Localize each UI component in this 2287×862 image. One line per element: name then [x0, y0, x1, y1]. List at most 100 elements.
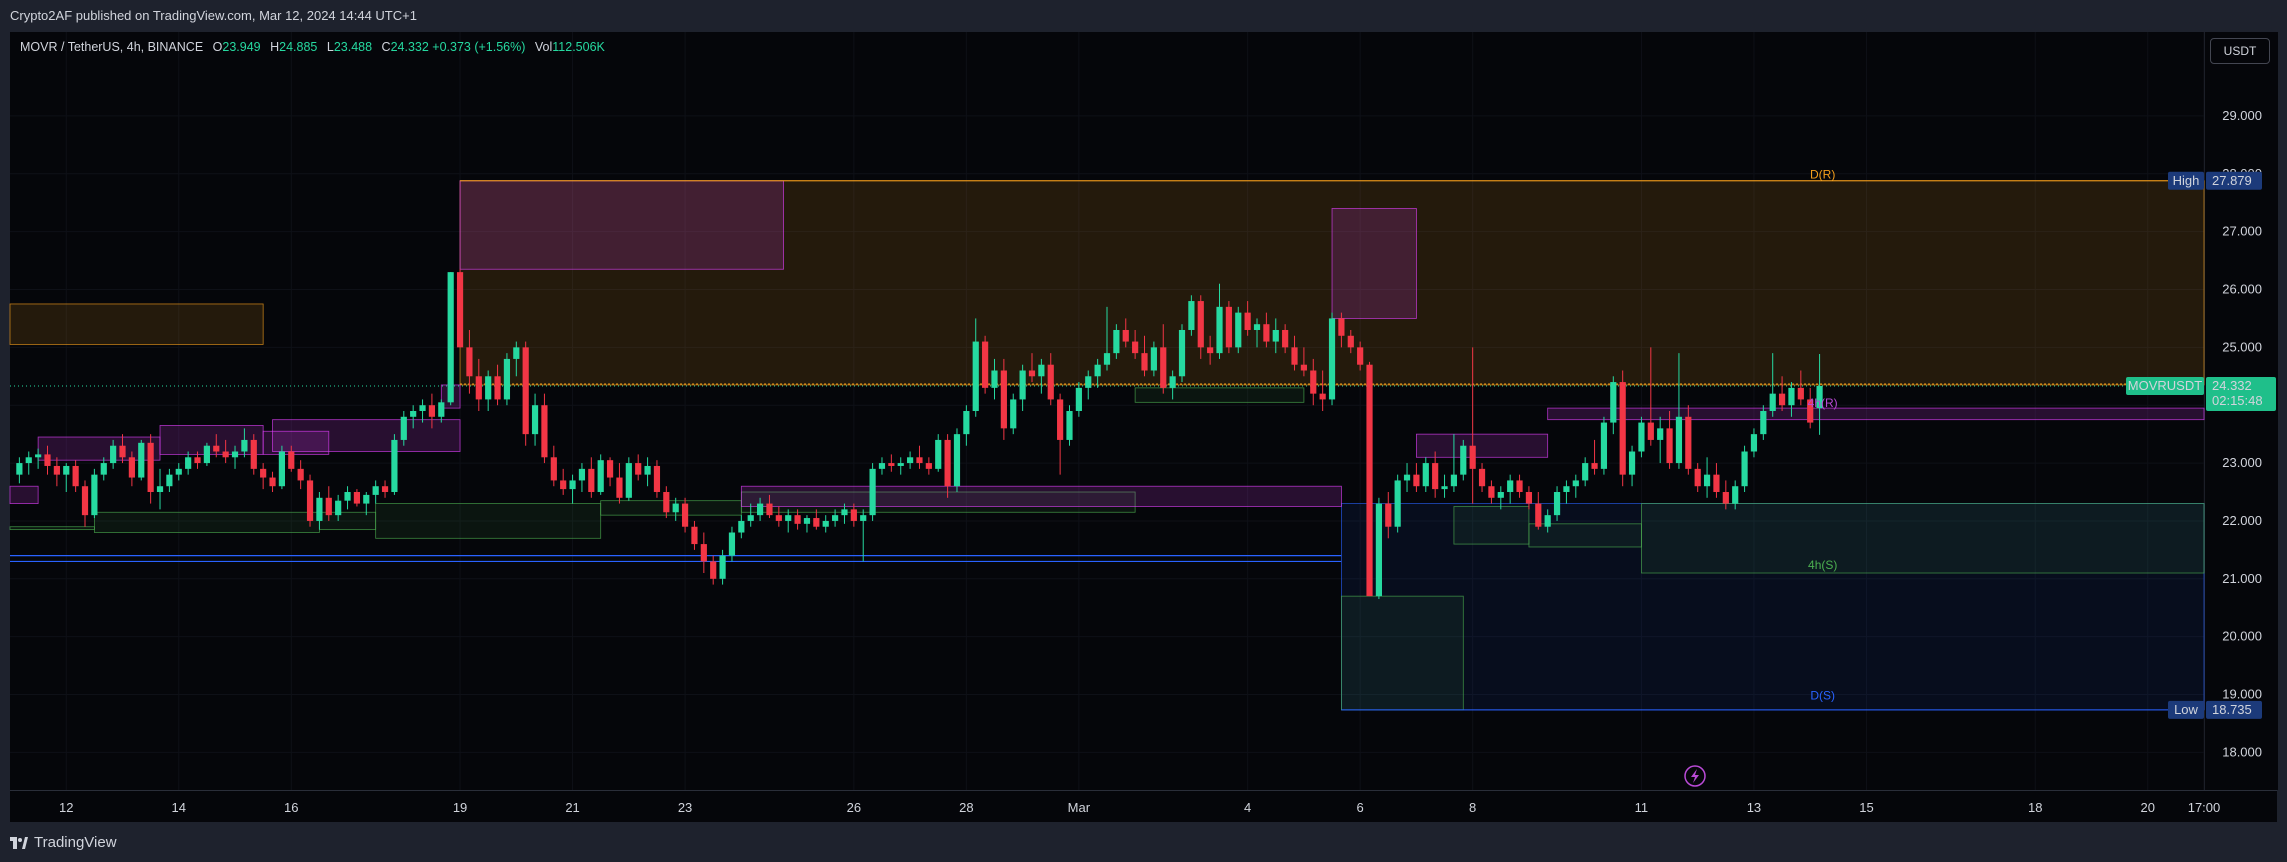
- candle-body: [1572, 480, 1579, 487]
- candle-body: [35, 454, 42, 458]
- candle-down: [775, 506, 782, 527]
- candle-body: [344, 492, 351, 501]
- level-label: D(R): [1810, 168, 1835, 182]
- candle-body: [1432, 463, 1439, 490]
- candle-down: [1685, 405, 1692, 475]
- candle-body: [625, 463, 632, 498]
- price-tick-label: 18.000: [2222, 744, 2262, 759]
- candle-body: [663, 492, 670, 513]
- tradingview-logo[interactable]: TradingView: [10, 834, 117, 851]
- candle-body: [569, 480, 576, 490]
- candle-up: [419, 399, 426, 423]
- candle-body: [1422, 463, 1429, 487]
- candle-body: [710, 561, 717, 579]
- candle-down: [700, 532, 707, 574]
- time-tick-label: 14: [172, 800, 186, 815]
- candle-up: [831, 509, 839, 527]
- candle-body: [897, 463, 904, 466]
- last-price-value: 24.332: [2212, 378, 2252, 393]
- candle-up: [231, 445, 239, 469]
- candle-up: [1066, 405, 1073, 446]
- high-key: H: [270, 40, 280, 54]
- candle-body: [916, 457, 923, 464]
- candle-body: [1244, 312, 1251, 330]
- close-value: 24.332: [390, 40, 429, 54]
- candle-down: [850, 503, 857, 527]
- tradingview-logo-icon: [10, 836, 28, 849]
- candle-down: [1207, 335, 1214, 365]
- candle-down: [250, 434, 257, 475]
- candle-body: [156, 486, 164, 493]
- lightning-icon[interactable]: [1684, 765, 1706, 787]
- candle-body: [756, 503, 764, 516]
- candle-body: [813, 518, 820, 527]
- candle-up: [1085, 370, 1092, 400]
- candle-up: [785, 509, 792, 533]
- candle-body: [1038, 364, 1045, 377]
- last-price-badge: [2206, 377, 2276, 412]
- candle-body: [1591, 463, 1598, 469]
- candle-body: [616, 477, 623, 498]
- candle-body: [260, 468, 267, 478]
- candle-body: [644, 465, 651, 475]
- candle-body: [1300, 364, 1307, 371]
- candle-down: [1357, 341, 1364, 371]
- candle-body: [1741, 451, 1748, 487]
- candle-body: [1338, 318, 1345, 336]
- candle-body: [1497, 492, 1504, 498]
- candle-body: [1525, 492, 1533, 504]
- symbol-title[interactable]: MOVR / TetherUS, 4h, BINANCE: [20, 40, 204, 54]
- candle-body: [494, 376, 501, 400]
- candle-body: [1507, 480, 1514, 493]
- candle-body: [1478, 468, 1486, 487]
- candle-down: [297, 460, 304, 490]
- publish-header: Crypto2AF published on TradingView.com, …: [0, 0, 2287, 32]
- candle-body: [1310, 370, 1317, 394]
- currency-button[interactable]: USDT: [2210, 38, 2270, 64]
- candle-body: [597, 460, 604, 493]
- candle-down: [494, 364, 501, 406]
- candle-body: [606, 460, 614, 478]
- time-tick-label: 6: [1357, 800, 1364, 815]
- candle-body: [1619, 382, 1626, 475]
- candle-up: [1544, 509, 1551, 533]
- demand-zone: [9, 526, 95, 531]
- candle-body: [550, 457, 557, 481]
- demand-zone: [600, 500, 742, 516]
- candle-up: [972, 318, 979, 417]
- candle-up: [935, 434, 942, 472]
- time-tick-label: 4: [1244, 800, 1251, 815]
- chart-area[interactable]: [10, 32, 2204, 790]
- candle-up: [363, 492, 370, 516]
- candle-body: [1816, 386, 1823, 409]
- candle-down: [1478, 463, 1486, 493]
- candle-down: [635, 454, 642, 481]
- candle-down: [1413, 463, 1420, 493]
- low-price-badge: [2206, 700, 2262, 719]
- price-tick-label: 25.000: [2222, 339, 2262, 354]
- time-axis[interactable]: [10, 790, 2277, 823]
- price-tick-label: 27.000: [2222, 224, 2262, 239]
- candle-body: [935, 439, 942, 469]
- candle-down: [1291, 335, 1298, 371]
- candle-body: [306, 480, 314, 521]
- candle-down: [353, 489, 361, 507]
- candle-down: [288, 445, 295, 472]
- candle-up: [1563, 480, 1570, 504]
- candle-down: [653, 460, 661, 498]
- candle-up: [1403, 463, 1411, 493]
- candle-up: [100, 457, 107, 481]
- candle-down: [81, 480, 89, 527]
- candle-body: [222, 451, 229, 458]
- candle-up: [1272, 318, 1279, 354]
- candle-body: [1028, 370, 1036, 377]
- candle-up: [1235, 306, 1242, 354]
- candle-up: [878, 457, 886, 475]
- candle-up: [860, 509, 867, 562]
- candle-body: [1628, 451, 1636, 475]
- candle-down: [916, 445, 923, 469]
- candles-layer: [16, 269, 1823, 600]
- time-tick-label: 26: [847, 800, 861, 815]
- time-tick-label: 8: [1469, 800, 1476, 815]
